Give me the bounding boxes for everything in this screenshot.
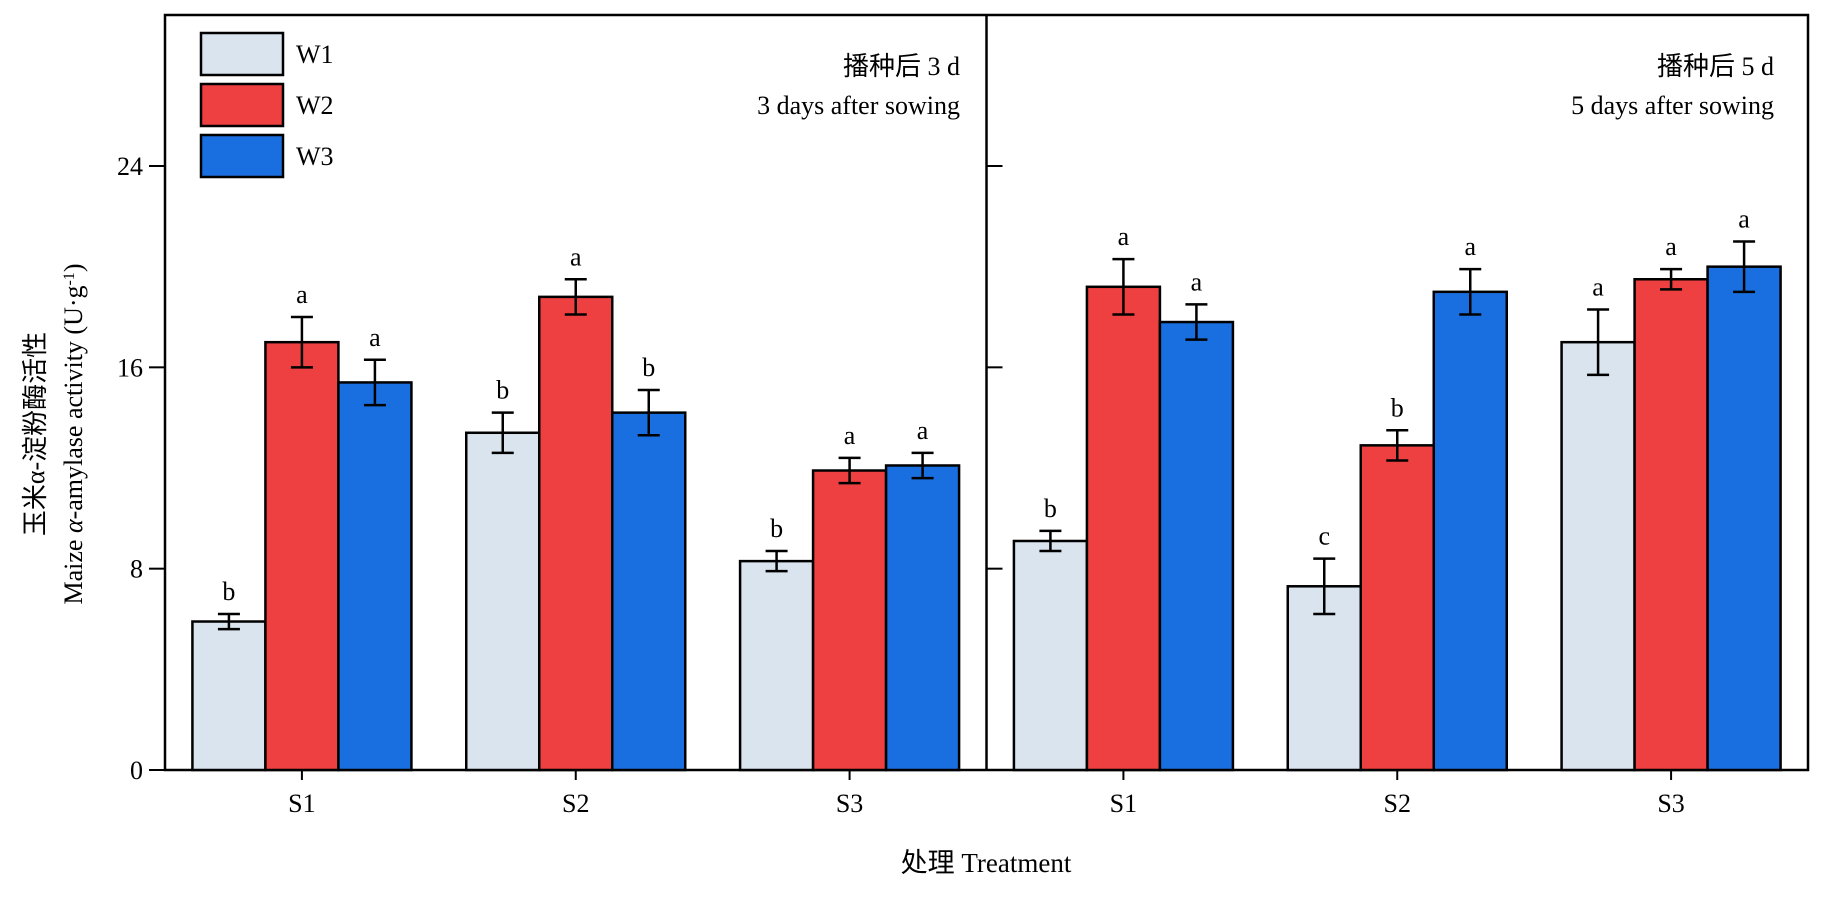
x-tick-label-p2-S3: S3 <box>1657 789 1684 818</box>
y-axis-label-cn: 玉米α-淀粉酶活性 <box>21 332 50 536</box>
bar-p2-S1-W1 <box>1012 539 1089 772</box>
y-axis-label: 玉米α-淀粉酶活性 Maize α-amylase activity (U·g-… <box>21 263 88 604</box>
y-tick-label-0: 0 <box>130 756 143 785</box>
panel-1-title-en: 3 days after sowing <box>757 91 960 120</box>
y-axis: 0 8 16 24 <box>117 152 1003 785</box>
significance-letters-group: b a a b a b b a a b a a c b a a a a <box>222 205 1750 606</box>
panel-2-title-cn: 播种后 5 d <box>1657 52 1774 81</box>
legend-label-W1: W1 <box>296 40 334 69</box>
letter-p1-S2-W3: b <box>642 353 655 382</box>
x-tick-label-p1-S1: S1 <box>288 789 315 818</box>
y-tick-label-24: 24 <box>117 152 143 181</box>
bar-p1-S2-W2 <box>538 295 614 772</box>
bar-p2-S1-W2 <box>1085 285 1162 772</box>
bar-p2-S2-W1 <box>1286 585 1362 772</box>
panel-2-title-en: 5 days after sowing <box>1571 91 1774 120</box>
bar-p2-S2-W3 <box>1432 290 1508 772</box>
bar-p1-S1-W1 <box>191 620 267 772</box>
y-tick-label-16: 16 <box>117 353 143 382</box>
letter-p1-S3-W1: b <box>770 514 783 543</box>
letter-p2-S1-W2: a <box>1118 222 1130 251</box>
letter-p2-S2-W1: c <box>1318 522 1330 551</box>
bar-p2-S3-W1 <box>1560 340 1636 772</box>
x-tick-label-p1-S3: S3 <box>836 789 863 818</box>
bar-p1-S2-W3 <box>611 411 687 772</box>
bar-p2-S2-W2 <box>1359 444 1435 772</box>
bar-p1-S3-W2 <box>811 469 888 772</box>
bar-p1-S2-W1 <box>465 431 541 772</box>
letter-p2-S2-W2: b <box>1391 393 1404 422</box>
bar-p1-S1-W3 <box>337 381 413 772</box>
letter-p2-S3-W2: a <box>1665 232 1677 261</box>
letter-p2-S1-W3: a <box>1191 267 1203 296</box>
letter-p1-S1-W1: b <box>222 577 235 606</box>
letter-p1-S1-W2: a <box>296 280 308 309</box>
legend-label-W2: W2 <box>296 91 334 120</box>
x-axis-label: 处理 Treatment <box>901 848 1072 878</box>
letter-p2-S3-W3: a <box>1738 205 1750 234</box>
y-tick-label-8: 8 <box>130 555 143 584</box>
letter-p2-S1-W1: b <box>1044 494 1057 523</box>
x-axis: S1 S2 S3 S1 S2 S3 <box>288 770 1685 818</box>
letter-p1-S1-W3: a <box>369 323 381 352</box>
legend-swatch-W1 <box>199 31 285 77</box>
plot-frame <box>163 13 1810 772</box>
legend: W1 W2 W3 <box>199 31 334 179</box>
bar-p1-S1-W2 <box>264 340 340 772</box>
letter-p2-S2-W3: a <box>1464 232 1476 261</box>
x-tick-label-p1-S2: S2 <box>562 789 589 818</box>
bars-group <box>191 265 1782 772</box>
letter-p1-S2-W2: a <box>570 242 582 271</box>
bar-p1-S3-W3 <box>884 464 961 772</box>
letter-p2-S3-W1: a <box>1592 272 1604 301</box>
error-bars-group <box>217 240 1756 631</box>
y-axis-label-en: Maize α-amylase activity (U·g-1) <box>59 263 88 604</box>
legend-label-W3: W3 <box>296 142 334 171</box>
panel-2-title: 播种后 5 d 5 days after sowing <box>1571 52 1774 120</box>
legend-swatch-W2 <box>199 82 285 128</box>
panel-1-title: 播种后 3 d 3 days after sowing <box>757 52 960 120</box>
bar-p2-S3-W3 <box>1706 265 1782 772</box>
x-tick-label-p2-S2: S2 <box>1384 789 1411 818</box>
bar-p2-S1-W3 <box>1158 320 1235 772</box>
legend-swatch-W3 <box>199 133 285 179</box>
panel-1-title-cn: 播种后 3 d <box>843 52 960 81</box>
x-tick-label-p2-S1: S1 <box>1110 789 1137 818</box>
bar-p1-S3-W1 <box>738 559 815 772</box>
letter-p1-S2-W1: b <box>496 376 509 405</box>
letter-p1-S3-W3: a <box>917 416 929 445</box>
bar-p2-S3-W2 <box>1633 278 1709 772</box>
letter-p1-S3-W2: a <box>844 421 856 450</box>
